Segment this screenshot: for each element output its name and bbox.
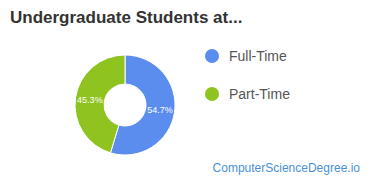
html-text:Full-Time: Full-Time: [229, 48, 287, 64]
html-text:Part-Time: Part-Time: [229, 86, 290, 102]
html-text:ComputerScienceDegree.io: ComputerScienceDegree.io: [212, 161, 360, 175]
html-text:Undergraduate Students at...: Undergraduate Students at...: [10, 8, 243, 27]
svg-text:54.7%: 54.7%: [147, 105, 173, 115]
svg-text:45.3%: 45.3%: [77, 95, 103, 105]
